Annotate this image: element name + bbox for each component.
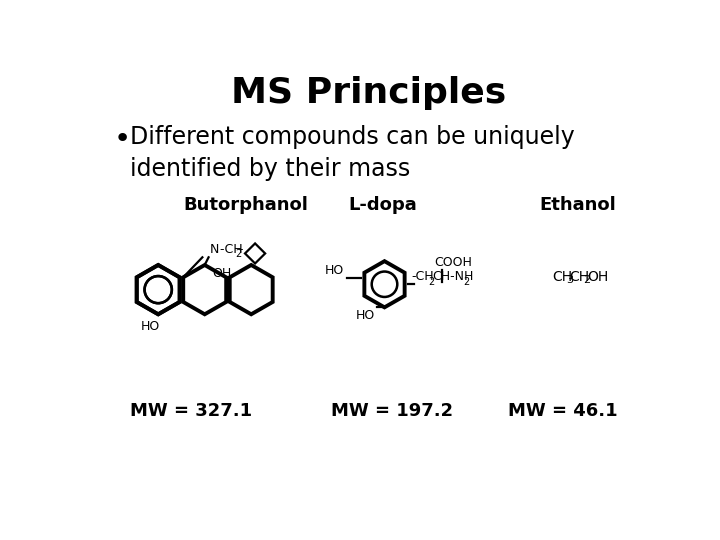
Text: 2: 2 — [428, 276, 435, 287]
Text: CH-NH: CH-NH — [432, 271, 473, 284]
Text: •: • — [113, 125, 130, 153]
Text: -CH: -CH — [412, 271, 434, 284]
Text: MS Principles: MS Principles — [231, 76, 507, 110]
Text: -CH: -CH — [216, 243, 243, 256]
Text: CH: CH — [570, 269, 590, 284]
Text: MW = 46.1: MW = 46.1 — [508, 402, 618, 420]
Text: MW = 197.2: MW = 197.2 — [331, 402, 454, 420]
Text: -: - — [239, 243, 243, 256]
Text: CH: CH — [553, 269, 573, 284]
Text: N: N — [210, 243, 219, 256]
Text: HO: HO — [141, 320, 161, 333]
Text: HO: HO — [325, 264, 344, 276]
Text: Different compounds can be uniquely
identified by their mass: Different compounds can be uniquely iden… — [130, 125, 575, 181]
Text: MW = 327.1: MW = 327.1 — [130, 402, 252, 420]
Text: HO: HO — [356, 309, 375, 322]
Text: 2: 2 — [583, 275, 590, 285]
Text: 3: 3 — [566, 275, 573, 285]
Text: OH: OH — [587, 269, 608, 284]
Text: COOH: COOH — [434, 256, 472, 269]
Text: Butorphanol: Butorphanol — [183, 195, 308, 214]
Text: Ethanol: Ethanol — [539, 195, 616, 214]
Text: OH: OH — [212, 267, 232, 280]
Text: L-dopa: L-dopa — [348, 195, 417, 214]
Text: 2: 2 — [235, 249, 241, 259]
Text: 2: 2 — [463, 276, 469, 287]
